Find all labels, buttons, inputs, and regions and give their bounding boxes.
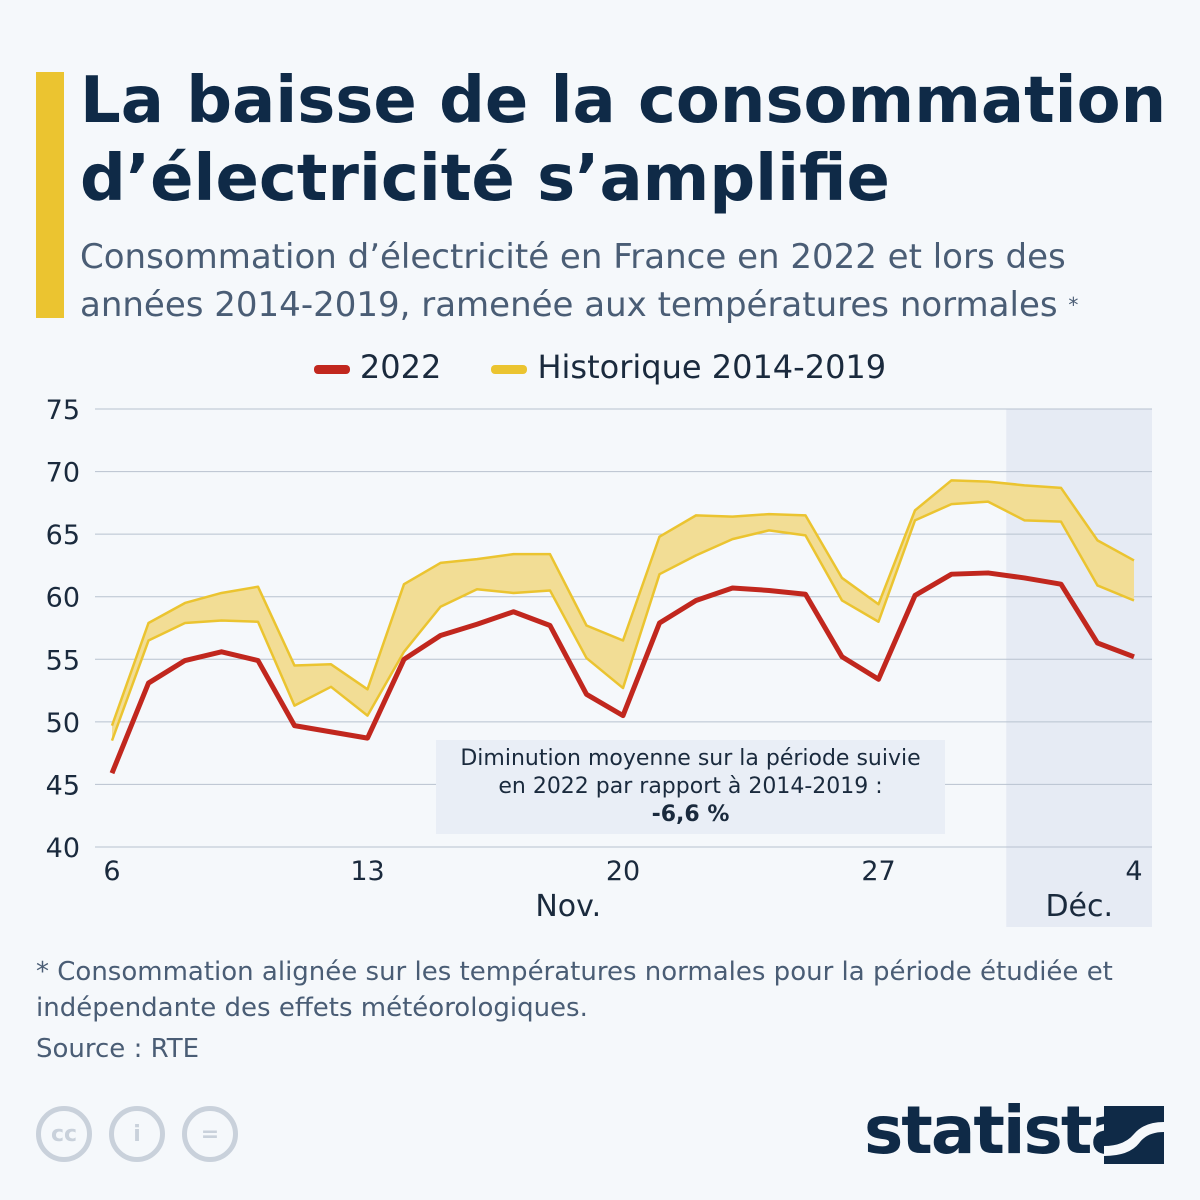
chart-title: La baisse de la consommation d’électrici… bbox=[80, 64, 1167, 216]
y-tick-label: 65 bbox=[46, 520, 80, 551]
x-group-label: Nov. bbox=[535, 889, 601, 924]
legend-label: Historique 2014-2019 bbox=[537, 348, 887, 386]
annotation-value: -6,6 % bbox=[651, 802, 730, 827]
x-tick-label: 20 bbox=[606, 856, 640, 887]
annotation-line: Diminution moyenne sur la période suivie bbox=[460, 746, 921, 771]
historique-band bbox=[112, 480, 1134, 741]
y-tick-label: 55 bbox=[46, 645, 80, 676]
footnote: * Consommation alignée sur les températu… bbox=[36, 957, 1113, 1023]
y-tick-label: 45 bbox=[46, 770, 80, 801]
y-tick-label: 70 bbox=[46, 458, 80, 489]
accent-bar bbox=[36, 72, 64, 318]
legend-item-historique: Historique 2014-2019 bbox=[491, 348, 886, 386]
x-tick-label: 13 bbox=[350, 856, 384, 887]
historique-high-line bbox=[110, 479, 1135, 727]
y-tick-label: 60 bbox=[46, 583, 80, 614]
source: Source : RTE bbox=[36, 1034, 200, 1064]
x-tick-label: 4 bbox=[1125, 856, 1142, 887]
legend-item-2022: 2022 bbox=[313, 348, 442, 386]
x-tick-label: 6 bbox=[103, 856, 120, 887]
y-tick-label: 50 bbox=[46, 708, 80, 739]
legend-swatch-historique bbox=[491, 364, 528, 374]
legend: 2022 Historique 2014-2019 bbox=[0, 348, 1200, 386]
y-tick-label: 40 bbox=[46, 833, 80, 864]
attribution-icon[interactable]: i bbox=[109, 1106, 165, 1162]
statista-logo[interactable]: statista bbox=[864, 1092, 1135, 1169]
x-tick-label: 27 bbox=[861, 856, 895, 887]
legend-swatch-2022 bbox=[313, 364, 350, 374]
y-tick-label: 75 bbox=[46, 395, 80, 426]
cc-icon[interactable]: cc bbox=[36, 1106, 92, 1162]
x-group-label: Déc. bbox=[1045, 889, 1113, 924]
annotation-box: Diminution moyenne sur la période suivie… bbox=[436, 740, 945, 834]
statista-logo-icon bbox=[1104, 1106, 1164, 1164]
chart-subtitle: Consommation d’électricité en France en … bbox=[80, 233, 1180, 329]
historique-low-line bbox=[110, 500, 1135, 742]
subtitle-text: Consommation d’électricité en France en … bbox=[80, 237, 1066, 325]
annotation-line: en 2022 par rapport à 2014-2019 : bbox=[498, 774, 883, 799]
legend-label: 2022 bbox=[359, 348, 442, 386]
footnote-mark: * bbox=[1068, 293, 1079, 317]
no-derivatives-icon[interactable]: = bbox=[182, 1106, 238, 1162]
